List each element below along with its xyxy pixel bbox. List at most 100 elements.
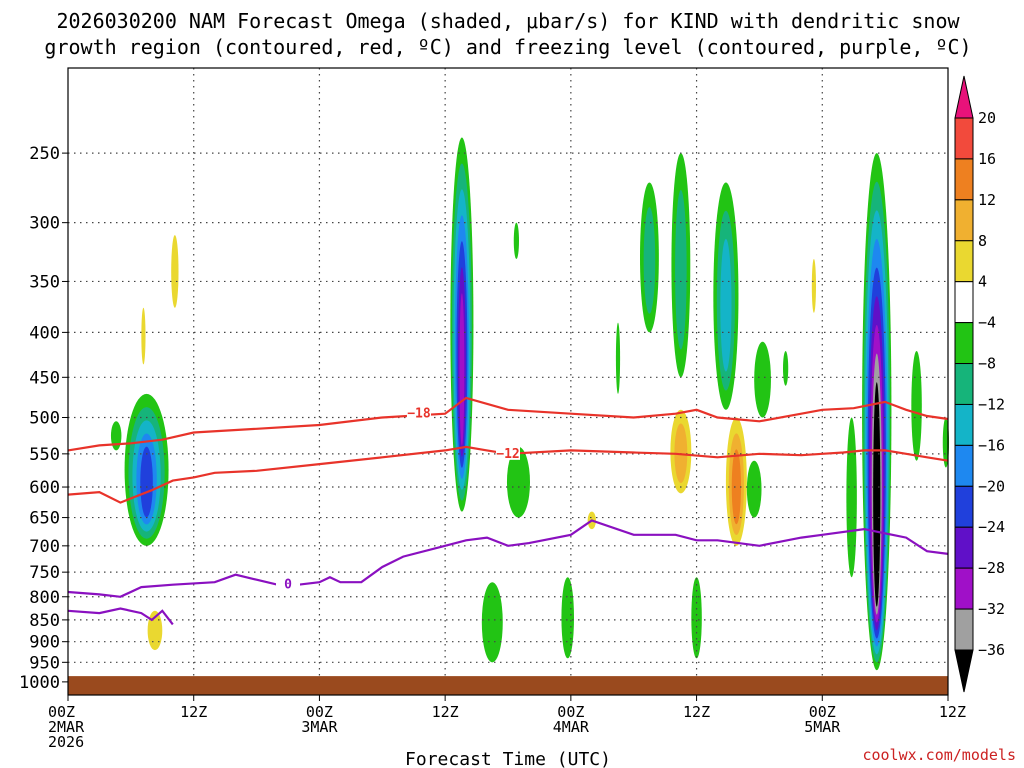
freezing-level-secondary: [67, 607, 174, 626]
y-tick-label: 700: [29, 537, 60, 557]
omega-shade-level: [911, 350, 922, 461]
omega-blob: [746, 460, 762, 518]
omega-blob: [110, 421, 122, 451]
omega-shade-level: [746, 460, 762, 518]
y-tick-label: 350: [29, 272, 60, 292]
x-axis-label: Forecast Time (UTC): [405, 749, 611, 768]
colorbar-tick-label: −32: [978, 600, 1005, 618]
omega-shade-level: [720, 238, 732, 372]
colorbar-tick-label: 12: [978, 191, 996, 209]
temperature-contours: −18 −12 0: [67, 396, 949, 626]
omega-blob: [691, 577, 702, 659]
omega-blob: [846, 417, 857, 578]
contour-line: −18: [67, 396, 949, 452]
omega-shade-level: [110, 421, 122, 451]
omega-blob: [640, 182, 659, 333]
x-tick-label: 2026: [48, 733, 84, 751]
y-tick-label: 850: [29, 611, 60, 631]
x-tick-label: 12Z: [683, 703, 710, 721]
contour-line: 0: [67, 519, 949, 598]
omega-shade-level: [561, 577, 574, 659]
x-tick-label: 2MAR: [48, 718, 85, 736]
omega-blob: [506, 446, 530, 518]
colorbar-tick-label: −12: [978, 395, 1005, 413]
chart-title-line2: growth region (contoured, red, ºC) and f…: [44, 35, 971, 59]
x-tick-label: 12Z: [180, 703, 207, 721]
colorbar-swatch: [954, 322, 974, 365]
omega-blob: [725, 417, 747, 546]
omega-shade-level: [171, 235, 179, 308]
colorbar-tick-label: 20: [978, 109, 996, 127]
contour-label-bg: [406, 405, 431, 420]
x-tick-label: 12Z: [432, 703, 459, 721]
colorbar-swatch: [954, 158, 974, 201]
colorbar-tick-label: −4: [978, 314, 996, 332]
colorbar-tick-label: 16: [978, 150, 996, 168]
contour-path: [67, 396, 949, 452]
credit-text: coolwx.com/models: [862, 746, 1016, 764]
y-axis-ticks: 2503003504004505005506006507007508008509…: [19, 144, 68, 693]
contour-line: −12: [67, 445, 949, 504]
y-tick-label: 650: [29, 509, 60, 529]
x-tick-label: 00Z: [557, 703, 584, 721]
colorbar-tick-label: −20: [978, 477, 1005, 495]
y-tick-label: 550: [29, 445, 60, 465]
colorbar-swatch: [954, 526, 974, 569]
x-tick-label: 4MAR: [553, 718, 590, 736]
chart-title-line1: 2026030200 NAM Forecast Omega (shaded, μ…: [56, 9, 960, 33]
plot-frame: [67, 67, 949, 696]
contour-label: 0: [284, 578, 292, 593]
colorbar-tick-label: −36: [978, 641, 1005, 659]
omega-blob: [862, 153, 892, 671]
colorbar-tick-label: 8: [978, 232, 987, 250]
omega-shade-level: [754, 341, 771, 418]
colorbar-tick-label: −24: [978, 518, 1005, 536]
y-tick-label: 300: [29, 214, 60, 234]
y-tick-label: 800: [29, 588, 60, 608]
omega-blob: [450, 137, 474, 512]
omega-shade-level: [846, 417, 857, 578]
omega-blob: [783, 350, 789, 386]
omega-shade-level: [481, 582, 503, 663]
omega-blob: [124, 393, 169, 546]
colorbar-swatch: [954, 199, 974, 242]
omega-blob: [811, 259, 817, 313]
y-tick-label: 450: [29, 368, 60, 388]
ground-layer: [68, 676, 948, 695]
colorbar-swatch: [954, 117, 974, 160]
y-tick-label: 950: [29, 653, 60, 673]
y-tick-label: 1000: [19, 673, 60, 693]
omega-blob: [670, 409, 692, 494]
omega-shade-level: [513, 222, 520, 260]
colorbar-swatch: [954, 608, 974, 651]
y-tick-label: 250: [29, 144, 60, 164]
omega-blob: [141, 307, 146, 365]
contour-label: −18: [407, 407, 431, 422]
colorbar-swatch: [954, 444, 974, 487]
colorbar-swatch: [954, 403, 974, 446]
colorbar: 20 16 12 8 4 −4 −8 −12 −16 −20 −24 −28 −32 −36: [954, 75, 1005, 693]
contour-label: −12: [496, 447, 519, 462]
omega-shade-level: [141, 307, 146, 365]
x-tick-label: 3MAR: [301, 718, 338, 736]
colorbar-swatch: [954, 485, 974, 528]
omega-shading: [110, 137, 950, 671]
omega-blob: [754, 341, 771, 418]
omega-shade-level: [140, 446, 153, 518]
grid-lines: [68, 68, 948, 695]
omega-shade-level: [874, 410, 879, 599]
omega-shade-level: [783, 350, 789, 386]
colorbar-swatch: [954, 240, 974, 283]
y-tick-label: 500: [29, 408, 60, 428]
contour-label-bg: [496, 445, 520, 460]
omega-shade-level: [459, 293, 465, 446]
omega-blob: [713, 182, 739, 410]
y-tick-label: 750: [29, 563, 60, 583]
omega-blob: [481, 582, 503, 663]
y-tick-label: 400: [29, 323, 60, 343]
omega-shade-level: [675, 189, 687, 350]
x-tick-label: 00Z: [48, 703, 75, 721]
omega-blob: [671, 153, 691, 378]
